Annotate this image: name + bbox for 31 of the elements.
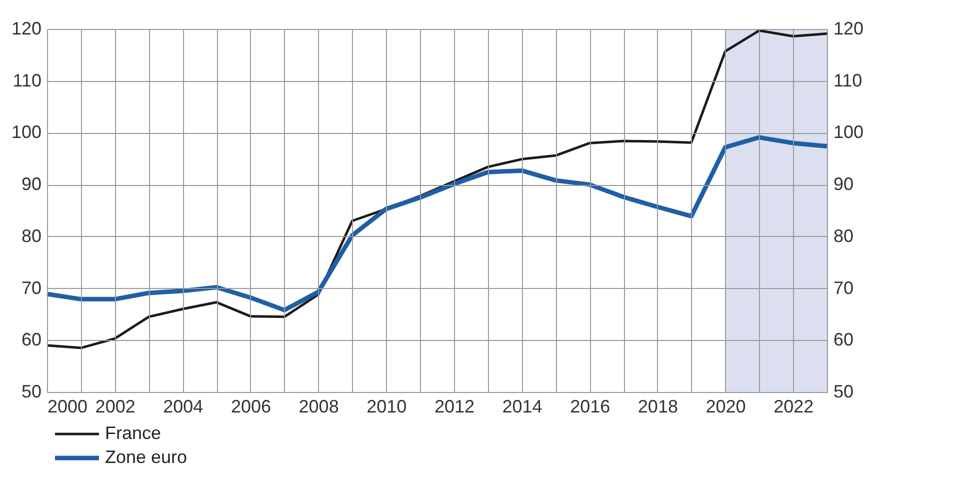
x-tick-label: 2014 (502, 396, 542, 416)
y2-tick-label: 50 (834, 382, 854, 402)
y-tick-label: 120 (11, 18, 42, 38)
x-tick-label: 2008 (298, 396, 339, 416)
x-tick-label: 2020 (706, 396, 746, 416)
y-tick-label: 70 (21, 278, 42, 298)
y2-tick-label: 80 (834, 226, 854, 246)
y-tick-label: 110 (12, 70, 42, 90)
y2-tick-label: 60 (834, 330, 854, 350)
y2-tick-label: 110 (834, 70, 862, 90)
x-tick-label: 2002 (95, 396, 136, 416)
x-tick-label: 2000 (48, 396, 88, 416)
legend-label: Zone euro (105, 447, 188, 467)
y2-tick-label: 90 (834, 174, 854, 194)
x-tick-label: 2018 (638, 396, 678, 416)
y-tick-label: 90 (21, 174, 42, 194)
x-tick-label: 2016 (570, 396, 610, 416)
y2-tick-label: 100 (834, 122, 864, 142)
y2-tick-label: 70 (834, 278, 854, 298)
x-tick-label: 2010 (366, 396, 407, 416)
line-series (44, 135, 830, 312)
x-tick-label: 2012 (434, 396, 474, 416)
y-tick-label: 50 (21, 382, 42, 402)
x-tick-label: 2022 (774, 396, 814, 416)
y-tick-label: 80 (21, 226, 42, 246)
legend-label: France (105, 423, 162, 443)
y-tick-label: 60 (21, 330, 42, 350)
y2-tick-label: 120 (834, 18, 864, 38)
y-tick-label: 100 (11, 122, 42, 142)
x-tick-label: 2006 (230, 396, 271, 416)
x-tick-label: 2004 (163, 396, 204, 416)
